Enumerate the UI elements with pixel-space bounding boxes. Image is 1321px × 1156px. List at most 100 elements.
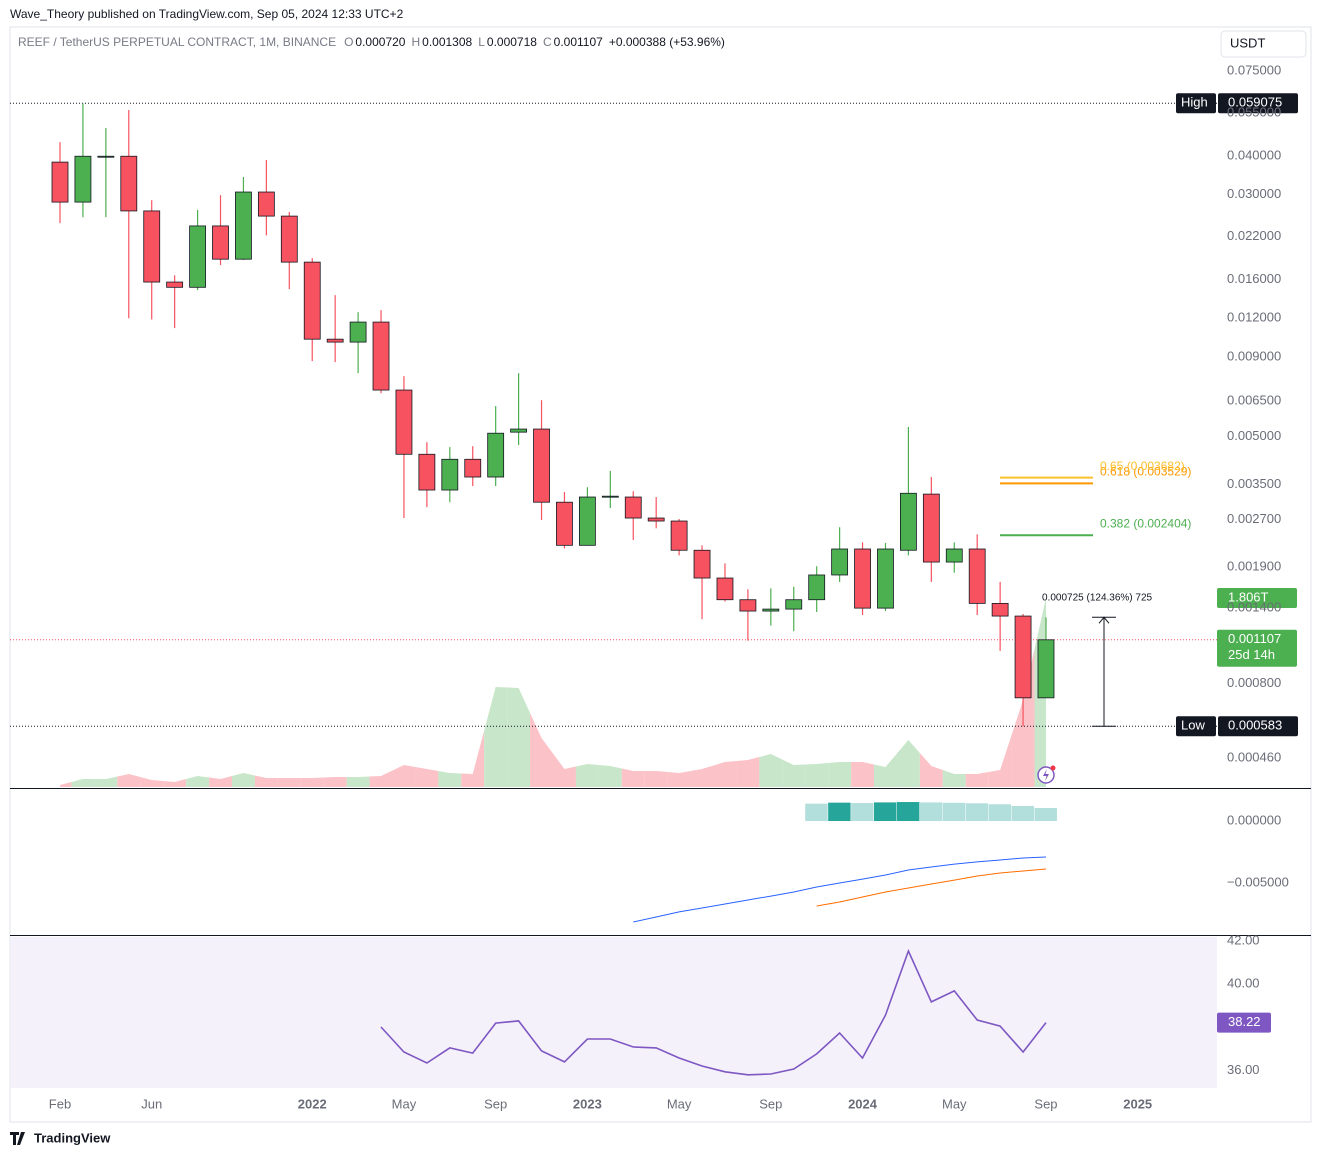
candle-body [166,281,184,288]
marker-key-box [1176,716,1216,737]
measure-label: 0.000725 (124.36%) 725 [1042,593,1153,604]
y-tick-label: 0.075000 [1227,63,1281,78]
candle-body [143,210,161,283]
x-tick-label: May [667,1096,692,1111]
candle-body [303,261,321,340]
legend-value: 0.000720 [355,35,405,49]
volume-area [231,772,255,787]
volume-area [438,770,462,787]
volume-area [369,770,393,787]
candle-body [372,321,390,391]
y-tick-label: 0.040000 [1227,147,1281,162]
candle-body [762,608,780,612]
candle-body [808,574,826,601]
measure-arrow [1098,616,1110,624]
volume-label-box [1217,588,1297,608]
fib-label: 0.382 (0.002404) [1100,516,1191,530]
volume-area [759,754,783,787]
candle-body [189,225,206,288]
volume-area [965,772,989,787]
x-tick-label: Jun [141,1096,162,1111]
legend-key: H [411,35,420,49]
marker-key: High [1181,95,1208,110]
candle-body [991,602,1009,617]
candle-body [601,495,619,498]
x-tick-label: 2025 [1123,1096,1152,1111]
x-tick-label: May [942,1096,967,1111]
candle-body [257,191,275,217]
candle-body [441,458,459,491]
x-tick-label: Sep [1034,1096,1057,1111]
publisher: Wave_Theory published on TradingView.com… [10,7,404,21]
currency-button[interactable] [1220,30,1307,58]
candle-body [326,338,344,343]
volume-area [140,777,164,787]
candle-body [968,548,986,604]
candle-body [280,215,298,263]
signal-line [816,868,1047,907]
symbol-legend: REEF / TetherUS PERPETUAL CONTRACT, 1M, … [18,35,725,49]
countdown: 25d 14h [1228,647,1275,662]
volume-area [896,740,920,787]
candle-body [693,549,711,579]
y-tick-label: 0.005000 [1227,428,1281,443]
volume-area [667,770,691,787]
candle-body [647,517,665,522]
candle-body [945,548,963,563]
symbol-title: REEF / TetherUS PERPETUAL CONTRACT, 1M, … [18,35,336,49]
volume-area [415,767,439,787]
x-tick-label: Sep [484,1096,507,1111]
marker-value-box [1218,93,1298,114]
volume-area [644,770,668,787]
volume-area [690,765,714,787]
rsi-band [11,937,1217,1088]
candle-body [510,428,528,433]
candle-body [556,501,573,546]
volume-area [621,768,645,787]
plot [10,102,1217,1076]
y-tick-label: 0.055000 [1227,104,1281,119]
currency-label[interactable]: USDT [1230,35,1265,50]
candle-body [235,191,252,260]
candle-body [900,492,917,551]
candle-body [97,155,115,158]
volume-area [163,778,187,787]
volume-area [530,713,553,787]
legend-value: 0.001107 [554,35,603,49]
footer-logo: TradingView [34,1130,111,1145]
macd-histogram-bar [965,803,989,822]
volume-area [209,776,232,787]
macd-histogram-bar [988,804,1012,822]
volume-area [60,782,72,787]
volume-area [117,774,141,787]
volume-area [71,779,95,787]
backgrounds [11,937,1217,1088]
marker-key: Low [1181,718,1205,733]
volume-area [186,776,210,787]
x-tick-label: May [392,1096,417,1111]
y-tick-label: 0.001900 [1227,558,1281,573]
y-tick-label: 0.003500 [1227,476,1281,491]
x-tick-label: 2023 [573,1096,602,1111]
candle-body [464,458,482,478]
candle-body [349,321,367,343]
candle-body [877,548,894,609]
marker-value: 0.000583 [1228,718,1282,733]
macd-histogram-bar [828,802,851,822]
overlays: 0.382 (0.002404) 0.618 (0.003529)0.65 (0.… [1000,93,1298,1033]
legend-key: L [478,35,485,49]
candle-body [578,496,596,546]
volume-area [828,761,852,787]
y-tick-label: −0.005000 [1227,874,1289,889]
volume-area [598,764,622,787]
volume-area [942,769,966,787]
y-tick-label: 0.006500 [1227,392,1281,407]
volume-area [851,761,875,787]
x-tick-label: Feb [49,1096,71,1111]
candle-body [1014,615,1032,699]
volume-area [575,763,599,787]
candle-body [624,496,642,519]
legend-change: +0.000388 (+53.96%) [609,35,725,49]
